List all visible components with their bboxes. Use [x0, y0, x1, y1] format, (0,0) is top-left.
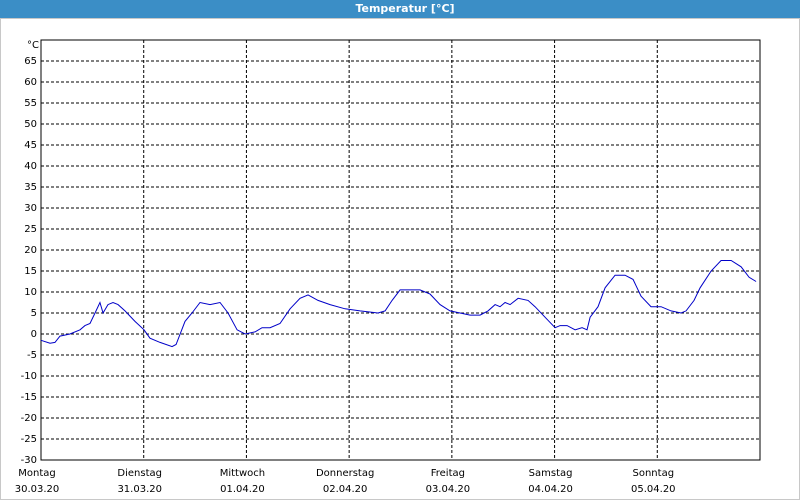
temperature-line	[40, 260, 757, 348]
x-tick-label: Dienstag	[117, 468, 162, 479]
x-tick-label: Donnerstag	[316, 468, 374, 479]
y-axis-label: °C	[27, 40, 39, 51]
y-tick-label: 5	[31, 308, 37, 319]
y-tick-label: -30	[21, 455, 37, 466]
x-tick-date: 01.04.20	[220, 484, 265, 495]
y-tick-label: 10	[24, 287, 37, 298]
x-tick-label: Samstag	[529, 468, 573, 479]
y-tick-label: 35	[24, 182, 37, 193]
title-bar	[0, 0, 800, 18]
y-tick-label: 25	[24, 224, 37, 235]
y-tick-label: -20	[21, 413, 37, 424]
x-tick-label: Mittwoch	[220, 468, 265, 479]
x-tick-date: 05.04.20	[631, 484, 676, 495]
y-tick-label: 60	[24, 77, 37, 88]
y-tick-label: 20	[24, 245, 37, 256]
y-tick-label: -10	[21, 371, 37, 382]
x-tick-date: 30.03.20	[15, 484, 60, 495]
y-tick-label: 30	[24, 203, 37, 214]
y-tick-label: 0	[31, 329, 37, 340]
x-tick-date: 02.04.20	[323, 484, 368, 495]
y-tick-label: 55	[24, 98, 37, 109]
chart-title: Temperatur [°C]	[355, 2, 454, 15]
y-tick-label: 40	[24, 161, 37, 172]
y-tick-label: 65	[24, 56, 37, 67]
y-tick-label: 15	[24, 266, 37, 277]
plot-area	[40, 39, 761, 461]
y-tick-label: -15	[21, 392, 37, 403]
y-tick-label: -5	[27, 350, 37, 361]
x-tick-date: 04.04.20	[528, 484, 573, 495]
y-tick-label: 50	[24, 119, 37, 130]
x-tick-date: 31.03.20	[117, 484, 162, 495]
x-tick-label: Montag	[18, 468, 55, 479]
x-tick-label: Freitag	[431, 468, 465, 479]
y-tick-label: -25	[21, 434, 37, 445]
y-tick-label: 45	[24, 140, 37, 151]
x-tick-label: Sonntag	[633, 468, 675, 479]
x-tick-date: 03.04.20	[426, 484, 471, 495]
